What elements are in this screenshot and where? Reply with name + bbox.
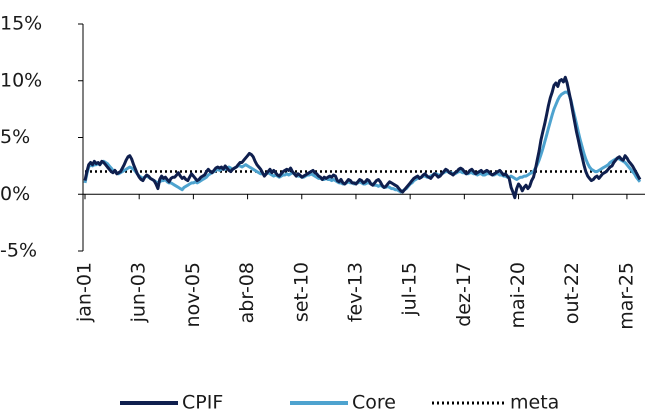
x-tick-label: abr-08: [236, 262, 258, 323]
y-tick-label: 5%: [0, 126, 30, 148]
x-tick-label: jul-15: [399, 262, 421, 317]
legend-label: Core: [352, 392, 396, 414]
x-tick-label: nov-05: [182, 262, 204, 327]
x-tick-label: set-10: [290, 262, 312, 322]
x-tick-label: jun-03: [128, 262, 150, 323]
y-tick-label: 0%: [0, 183, 30, 205]
x-tick-label: mar-25: [615, 262, 637, 330]
x-tick-label: fev-13: [344, 262, 366, 322]
line-series: [83, 90, 642, 194]
line-series: [83, 75, 642, 200]
x-tick-label: jan-01: [74, 262, 96, 323]
legend-label: CPIF: [182, 392, 223, 414]
x-tick-label: dez-17: [453, 262, 475, 327]
y-tick-label: 10%: [0, 69, 42, 91]
x-tick-label: out-22: [561, 262, 583, 324]
y-tick-label: 15%: [0, 13, 42, 35]
y-tick-label: -5%: [0, 240, 37, 262]
x-tick-label: mai-20: [507, 262, 529, 328]
legend-label: meta: [510, 392, 559, 414]
